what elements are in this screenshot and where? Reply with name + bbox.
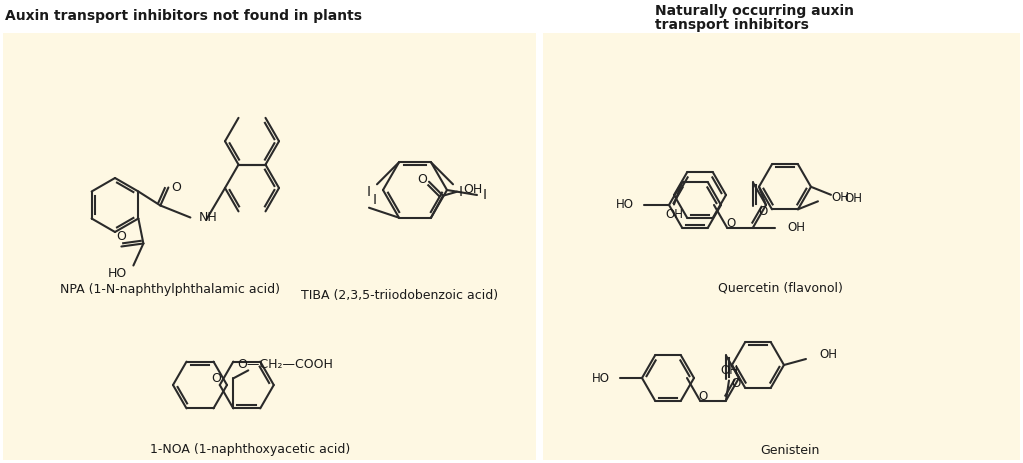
Text: OH: OH [665, 208, 683, 221]
Text: 1-NOA (1-naphthoxyacetic acid): 1-NOA (1-naphthoxyacetic acid) [150, 444, 350, 457]
Text: HO: HO [107, 267, 127, 280]
Text: Genistein: Genistein [760, 444, 819, 457]
Text: O—CH₂—COOH: O—CH₂—COOH [237, 358, 333, 371]
Text: TIBA (2,3,5-triiodobenzoic acid): TIBA (2,3,5-triiodobenzoic acid) [302, 288, 498, 301]
Text: I: I [483, 188, 487, 202]
Text: O: O [172, 181, 181, 194]
Text: Quercetin (flavonol): Quercetin (flavonol) [717, 282, 842, 294]
Text: O: O [699, 390, 708, 403]
Text: transport inhibitors: transport inhibitors [655, 18, 809, 32]
Text: NPA (1-N-naphthylphthalamic acid): NPA (1-N-naphthylphthalamic acid) [60, 283, 280, 296]
Bar [3, 33, 536, 460]
Text: O: O [117, 230, 126, 243]
Text: OH: OH [831, 191, 849, 204]
Text: O: O [726, 217, 736, 230]
Text: OH: OH [787, 221, 805, 234]
Text: O: O [731, 377, 741, 390]
Text: OH: OH [819, 349, 837, 362]
Text: I: I [459, 185, 463, 199]
Text: Auxin transport inhibitors not found in plants: Auxin transport inhibitors not found in … [5, 9, 362, 23]
Text: O: O [417, 173, 427, 186]
Text: I: I [367, 185, 371, 199]
Text: O: O [758, 205, 767, 218]
Text: OH: OH [720, 364, 738, 377]
Bar [543, 33, 1020, 460]
Text: O: O [212, 372, 221, 385]
Text: HO: HO [616, 199, 634, 212]
Text: OH: OH [844, 192, 862, 205]
Text: HO: HO [592, 371, 610, 384]
Text: OH: OH [463, 183, 482, 196]
Text: Naturally occurring auxin: Naturally occurring auxin [655, 4, 854, 18]
Text: I: I [373, 193, 377, 206]
Text: NH: NH [198, 211, 217, 224]
